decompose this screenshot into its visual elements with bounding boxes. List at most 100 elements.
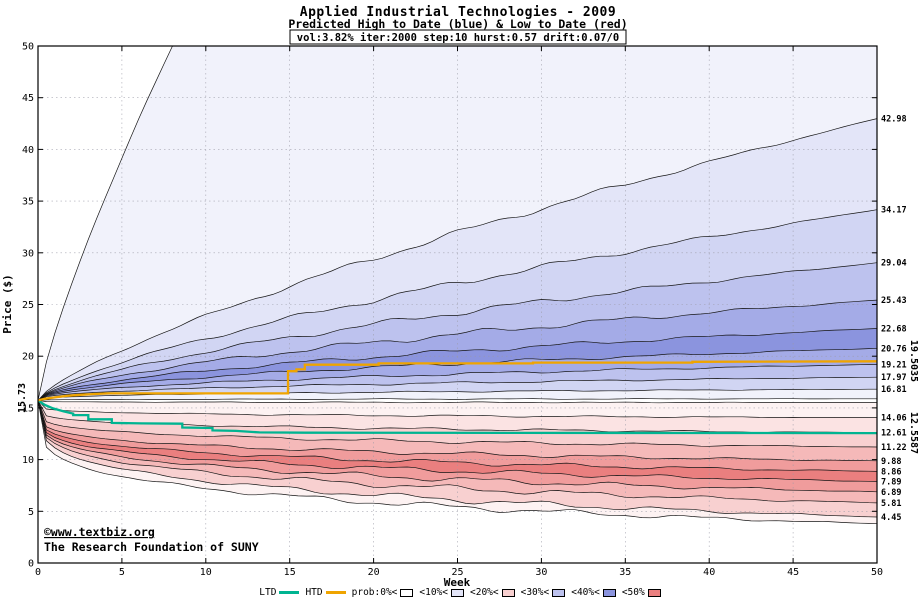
price-end-label: 5.81 <box>881 499 901 509</box>
prob-band <box>38 364 877 401</box>
start-price-label: 15.73 <box>17 383 28 413</box>
prob-band <box>38 400 877 524</box>
x-tick-label: 25 <box>451 567 463 578</box>
price-end-label: 17.97 <box>881 373 907 383</box>
prob-band <box>38 262 877 401</box>
y-tick-label: 0 <box>28 559 34 570</box>
x-tick-label: 45 <box>787 567 799 578</box>
y-tick-label: 30 <box>22 248 34 259</box>
price-end-label: 25.43 <box>881 296 907 306</box>
prob-band <box>38 400 877 472</box>
y-tick-labels: 0 5 10 15 20 25 30 35 40 45 50 <box>22 42 34 570</box>
chart-title: Applied Industrial Technologies - 2009 <box>300 5 616 20</box>
legend-swatch-prob30 <box>552 588 566 597</box>
y-axis-label: Price ($) <box>1 274 14 334</box>
prob-band <box>38 389 877 401</box>
watermark-org: The Research Foundation of SUNY <box>44 540 259 554</box>
price-end-label: 29.04 <box>881 259 907 269</box>
price-end-label: 4.45 <box>881 513 901 523</box>
legend-label-ltd: LTD <box>259 587 277 598</box>
x-axis-label: Week <box>444 576 471 589</box>
price-end-label: 22.68 <box>881 324 907 334</box>
prob-band <box>38 300 877 401</box>
prob-band <box>38 400 877 447</box>
percentile-curve <box>38 400 877 472</box>
price-end-label: 16.81 <box>881 385 907 395</box>
y-tick-label: 10 <box>22 455 34 466</box>
y-tick-label: 35 <box>22 197 34 208</box>
htd-final-value: 19.5035 <box>908 340 919 382</box>
x-tick-label: 20 <box>368 567 380 578</box>
percentile-curve <box>38 400 877 448</box>
percentile-curve <box>38 328 877 401</box>
percentile-curve <box>38 400 877 504</box>
percentile-curve <box>38 209 877 401</box>
legend-label-prob20: <20%< <box>470 587 499 598</box>
legend-label-prob40: <40%< <box>571 587 600 598</box>
x-tick-label: 0 <box>35 567 41 578</box>
legend-item-prob40: <40%< <box>571 587 616 598</box>
prob-band <box>38 400 877 461</box>
percentile-curve <box>38 400 877 493</box>
x-tick-label: 30 <box>535 567 547 578</box>
price-end-label: 20.76 <box>881 344 907 354</box>
legend-swatch-prob40 <box>602 588 616 597</box>
percentile-curve <box>38 364 877 401</box>
price-end-label: 11.22 <box>881 443 907 453</box>
prob-band <box>38 400 877 418</box>
legend-swatch-prob20 <box>501 588 515 597</box>
x-tick-label: 15 <box>284 567 296 578</box>
price-end-label: 19.21 <box>881 360 907 370</box>
legend-item-ltd: LTD <box>259 587 300 598</box>
x-tick-label: 5 <box>119 567 125 578</box>
y-tick-label: 25 <box>22 300 34 311</box>
legend-item-prob30: <30%< <box>521 587 566 598</box>
ltd-line <box>38 399 877 435</box>
legend-label-prob30: <30%< <box>520 587 550 598</box>
y-tick-label: 50 <box>22 42 34 53</box>
percentile-curve <box>38 299 877 401</box>
legend: LTD HTD prob:0%< <10%< <20%< <30%< <40%<… <box>0 587 920 598</box>
x-tick-label: 50 <box>871 567 883 578</box>
y-tick-label: 20 <box>22 352 34 363</box>
prob-band <box>38 348 877 401</box>
watermark-link[interactable]: ©www.textbiz.org <box>44 525 155 539</box>
price-end-label: 14.06 <box>881 414 907 424</box>
probability-bands <box>38 46 877 524</box>
prob-band <box>38 46 877 401</box>
price-end-label: 6.89 <box>881 488 901 498</box>
legend-item-prob10: <10%< <box>419 587 464 598</box>
plot-border <box>37 45 878 564</box>
percentile-curve <box>38 400 877 462</box>
percentile-curve <box>38 400 877 404</box>
percentile-curve <box>38 118 877 401</box>
legend-item-prob20: <20%< <box>470 587 515 598</box>
legend-ltd-line-swatch <box>279 591 300 594</box>
percentile-curves <box>38 46 877 525</box>
price-end-label: 42.98 <box>881 115 907 125</box>
legend-swatch-prob0 <box>400 588 414 597</box>
percentile-curve <box>38 347 877 401</box>
y-tick-label: 5 <box>28 507 34 518</box>
x-tick-label: 40 <box>703 567 715 578</box>
price-end-label: 9.88 <box>881 457 901 467</box>
percentile-curve <box>38 262 877 401</box>
price-end-label: 12.61 <box>881 429 907 439</box>
x-tick-labels: 0 5 10 15 20 25 30 35 40 45 50 <box>35 567 883 578</box>
legend-label-htd: HTD <box>305 587 323 598</box>
price-end-label: 7.89 <box>881 477 901 487</box>
gridlines <box>38 46 877 563</box>
chart-params: vol:3.82% iter:2000 step:10 hurst:0.57 d… <box>297 32 619 44</box>
legend-swatch-prob50 <box>647 588 661 597</box>
legend-htd-line-swatch <box>325 591 346 594</box>
legend-swatch-prob10 <box>451 588 464 597</box>
legend-label-prob10: <10%< <box>419 587 448 598</box>
x-tick-label: 35 <box>619 567 631 578</box>
legend-item-prob50: <50% <box>622 587 661 598</box>
chart-subtitle: Predicted High to Date (blue) & Low to D… <box>288 17 627 31</box>
htd-line <box>38 360 877 402</box>
tracker-lines <box>38 360 877 435</box>
percentile-curve <box>38 376 877 401</box>
percentile-curve <box>38 398 877 401</box>
